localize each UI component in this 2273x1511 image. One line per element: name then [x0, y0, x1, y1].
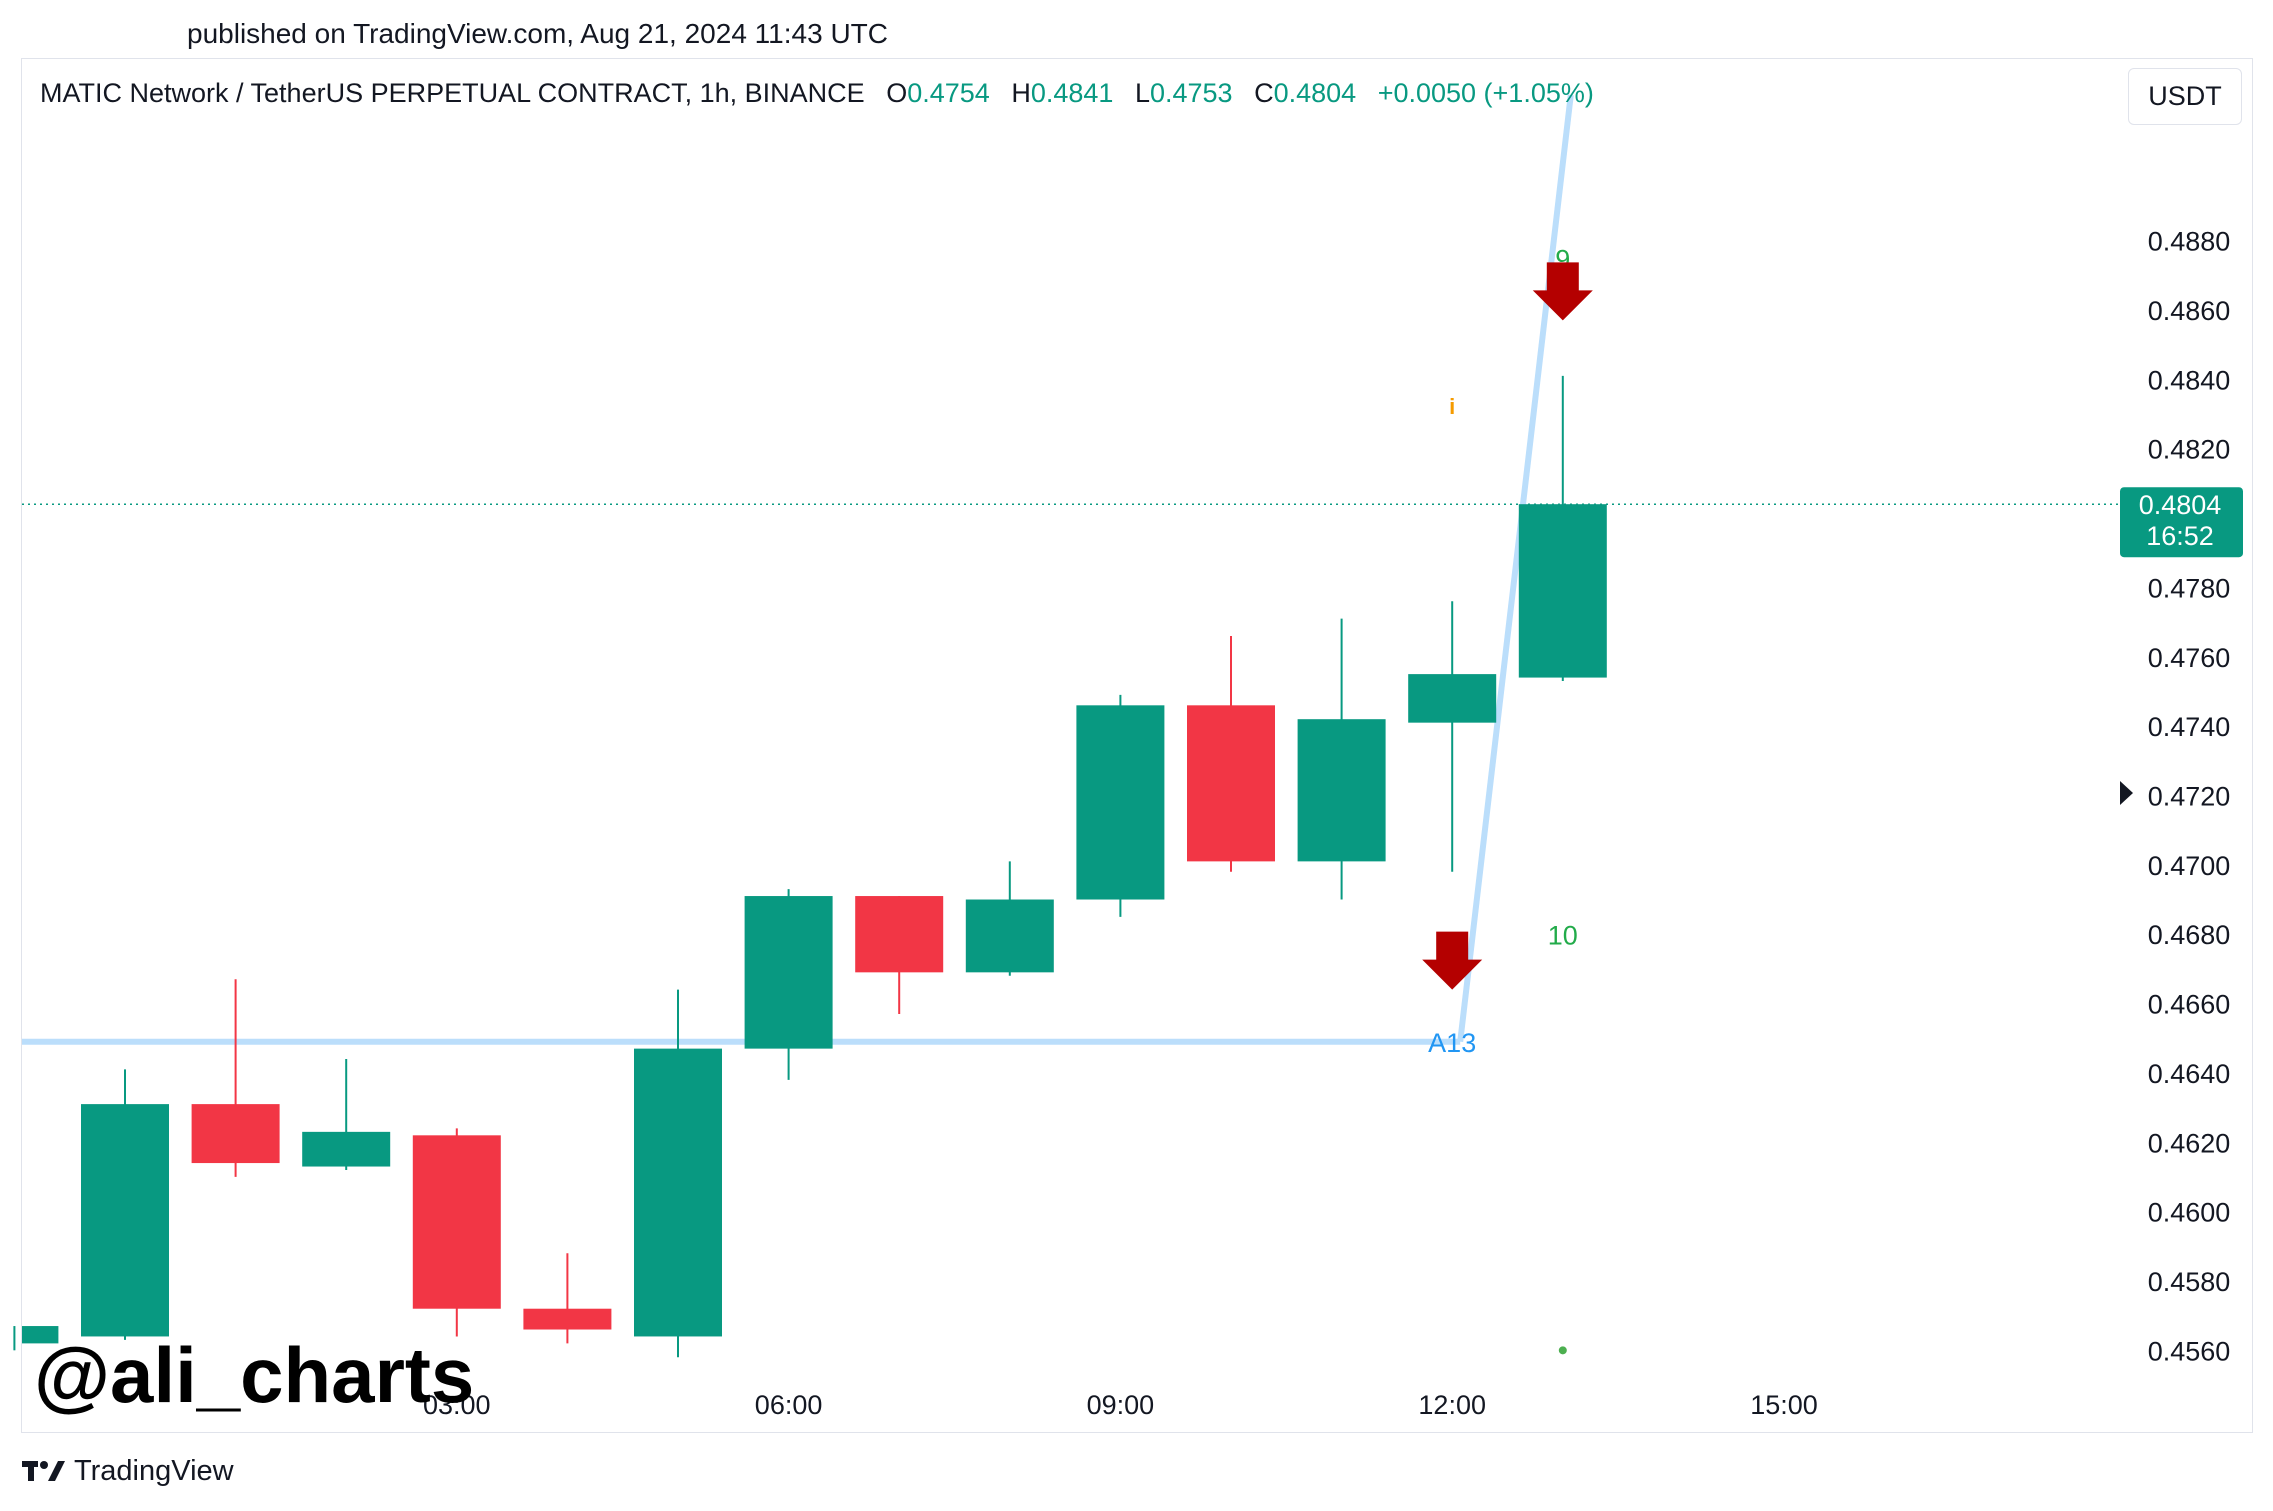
annotation-label: i: [1449, 394, 1455, 419]
candle: [1518, 375, 1607, 682]
trendline: [1457, 94, 1574, 1043]
sell-signal-arrow-icon: [1532, 262, 1593, 321]
candle-body: [1297, 719, 1386, 862]
open-label: O: [886, 78, 908, 108]
x-axis-tick-label: 06:00: [755, 1390, 823, 1420]
author-watermark: @ali_charts: [34, 1331, 475, 1419]
candle: [13, 1326, 59, 1351]
candle: [523, 1253, 612, 1344]
candle-body: [744, 896, 833, 1049]
y-axis-tick-label: 0.4560: [2148, 1336, 2231, 1366]
candle-body: [302, 1131, 391, 1167]
candle-body: [22, 1326, 59, 1344]
candle-body: [634, 1048, 722, 1337]
y-axis-tick-label: 0.4880: [2148, 227, 2231, 257]
chart-frame: [21, 58, 2253, 1433]
high-value: 0.4841: [1030, 78, 1114, 108]
y-axis-tick-label: 0.4620: [2148, 1128, 2231, 1158]
y-axis-tick-label: 0.4640: [2148, 1059, 2231, 1089]
signal-dot: [1558, 1346, 1567, 1355]
candle: [1187, 635, 1275, 872]
y-axis-tick-label: 0.4740: [2148, 712, 2231, 742]
price-tag-background: [2120, 487, 2243, 558]
y-axis-tick-label: 0.4820: [2148, 435, 2231, 465]
x-axis-tick-label: 09:00: [1087, 1390, 1155, 1420]
y-axis-tick-label: 0.4680: [2148, 920, 2231, 950]
candle: [1297, 618, 1386, 900]
candle: [855, 896, 944, 1014]
candles-layer: [13, 375, 1607, 1358]
axes-layer: 0.4880 0.4860 0.4840 0.4820 0.4780 0.4760 0.47…: [423, 227, 2243, 1420]
candle: [81, 1069, 169, 1340]
candle: [1408, 601, 1497, 872]
tradingview-logo-icon: [22, 1460, 65, 1481]
high-label: H: [1011, 78, 1031, 108]
published-caption: published on TradingView.com, Aug 21, 20…: [187, 18, 888, 49]
change-value: +0.0050 (+1.05%): [1377, 78, 1594, 108]
y-axis-tick-label: 0.4580: [2148, 1267, 2231, 1297]
y-axis-tick-label: 0.4700: [2148, 851, 2231, 881]
candle: [744, 889, 833, 1080]
y-axis-tick-label: 0.4860: [2148, 296, 2231, 326]
symbol-title[interactable]: MATIC Network / TetherUS PERPETUAL CONTR…: [40, 78, 865, 108]
currency-button[interactable]: USDT: [2128, 68, 2242, 125]
low-value: 0.4753: [1149, 78, 1233, 108]
candle: [412, 1128, 501, 1337]
candle-body: [523, 1308, 612, 1330]
candle-body: [1408, 674, 1497, 723]
x-axis-tick-label: 03:00: [423, 1390, 491, 1420]
candle-body: [412, 1135, 501, 1309]
sell-signal-arrow-icon: [1422, 931, 1483, 990]
x-axis-tick-label: 12:00: [1418, 1390, 1486, 1420]
candle: [634, 989, 722, 1358]
annotation-label: A13: [1428, 1028, 1476, 1058]
y-axis-tick-label: 0.4780: [2148, 573, 2231, 603]
y-axis-tick-label: 0.4720: [2148, 781, 2231, 811]
x-axis-tick-label: 15:00: [1750, 1390, 1818, 1420]
candle: [965, 861, 1054, 976]
candle: [302, 1059, 391, 1170]
symbol-legend[interactable]: MATIC Network / TetherUS PERPETUAL CONTR…: [40, 78, 1594, 109]
candle-body: [1518, 504, 1607, 678]
annotation-label: 10: [1548, 921, 1578, 951]
trendline-layer: [22, 94, 1574, 1045]
candle-body: [81, 1104, 169, 1337]
tradingview-brand-name: TradingView: [74, 1455, 234, 1487]
tradingview-brand[interactable]: TradingView: [22, 1455, 234, 1488]
candle-body: [965, 899, 1054, 973]
y-axis-tick-label: 0.4840: [2148, 365, 2231, 395]
candle: [1076, 694, 1165, 917]
candle-body: [1187, 705, 1275, 862]
y-axis-tick-label: 0.4660: [2148, 990, 2231, 1020]
y-axis-tick-label: 0.4760: [2148, 643, 2231, 673]
open-value: 0.4754: [907, 78, 990, 108]
y-axis-tick-label: 0.4600: [2148, 1198, 2231, 1228]
close-value: 0.4804: [1273, 78, 1357, 108]
close-label: C: [1254, 78, 1274, 108]
price-tag-countdown: 16:52: [2146, 521, 2214, 551]
candle-body: [855, 896, 944, 973]
candle-body: [1076, 705, 1165, 900]
scroll-right-icon: [2120, 781, 2133, 805]
low-label: L: [1134, 78, 1150, 108]
price-tag-price: 0.4804: [2139, 490, 2222, 520]
candle-body: [191, 1104, 280, 1164]
candle: [191, 979, 280, 1177]
